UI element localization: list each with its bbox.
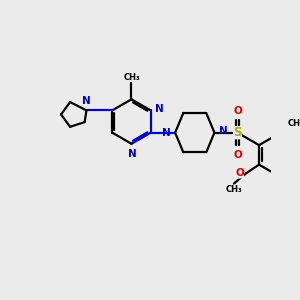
Text: N: N	[155, 104, 164, 114]
Text: O: O	[235, 168, 244, 178]
Text: CH₃: CH₃	[226, 185, 242, 194]
Text: N: N	[162, 128, 171, 138]
Text: S: S	[233, 126, 242, 139]
Text: O: O	[233, 150, 242, 160]
Text: CH₃: CH₃	[288, 119, 300, 128]
Text: N: N	[128, 149, 137, 159]
Text: N: N	[82, 95, 91, 106]
Text: O: O	[233, 106, 242, 116]
Text: N: N	[218, 126, 227, 136]
Text: CH₃: CH₃	[123, 73, 140, 82]
